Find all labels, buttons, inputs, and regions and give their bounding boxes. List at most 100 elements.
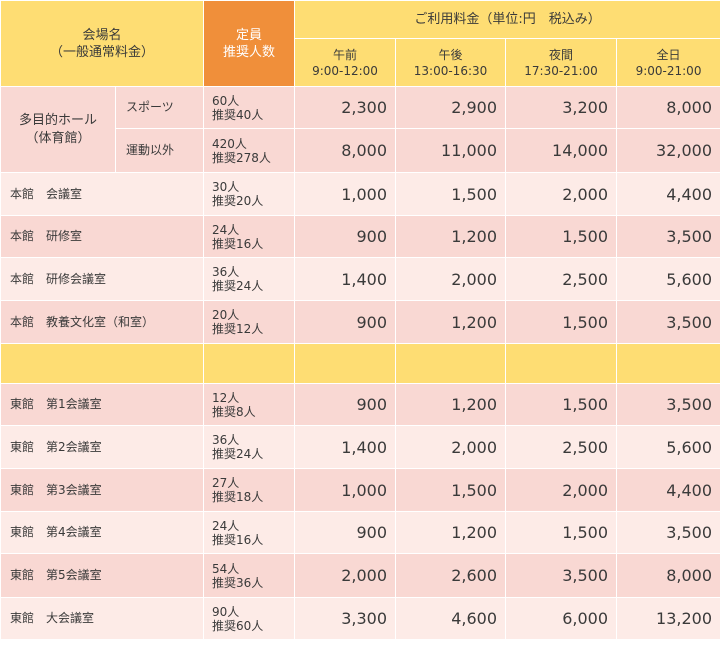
capacity-header-line2: 推奨人数 [223, 44, 276, 60]
room-name: 東館 第4会議室 [0, 511, 205, 554]
price-night: 3,500 [505, 553, 618, 598]
slot-header-allday: 全日 9:00-21:00 [616, 38, 720, 87]
hall-name-line1: 多目的ホール [18, 112, 97, 128]
price-allday: 8,000 [616, 86, 720, 129]
slot-name: 午後 [438, 47, 463, 62]
price-allday: 13,200 [616, 597, 720, 640]
price-night: 2,000 [505, 172, 618, 216]
price-afternoon: 1,500 [395, 172, 507, 216]
table-row: 運動以外 420人 推奨278人 8,000 11,000 14,000 32,… [1, 128, 720, 173]
room-name: 本館 研修室 [0, 215, 205, 258]
capacity: 90人 [212, 604, 240, 619]
price-night: 6,000 [505, 597, 618, 640]
slot-header-night: 夜間 17:30-21:00 [505, 38, 618, 87]
capacity-cell: 90人 推奨60人 [203, 597, 296, 640]
venue-header-line2: （一般通常料金） [50, 44, 155, 60]
room-name: 東館 第3会議室 [0, 468, 205, 512]
capacity-cell: 60人 推奨40人 [203, 86, 296, 129]
divider-cell [203, 343, 296, 384]
price-afternoon: 1,200 [395, 511, 507, 554]
price-night: 1,500 [505, 300, 618, 344]
table-row: 東館 大会議室 90人 推奨60人 3,300 4,600 6,000 13,2… [0, 597, 720, 640]
hall-usage: 運動以外 [114, 128, 205, 173]
price-afternoon: 1,200 [395, 383, 507, 426]
slot-header-morning: 午前 9:00-12:00 [294, 38, 397, 87]
room-name: 本館 研修会議室 [0, 257, 205, 301]
recommended: 推奨36人 [212, 575, 264, 590]
hall-name-line2: （体育館） [25, 130, 91, 146]
price-allday: 3,500 [616, 300, 720, 344]
capacity-cell: 30人 推奨20人 [203, 172, 296, 216]
divider-cell [505, 343, 618, 384]
slot-time: 9:00-12:00 [312, 63, 378, 78]
capacity: 30人 [212, 180, 240, 194]
divider-cell [616, 343, 720, 384]
capacity: 20人 [212, 308, 240, 322]
price-afternoon: 2,600 [395, 553, 507, 598]
price-allday: 3,500 [616, 215, 720, 258]
price-allday: 32,000 [616, 128, 720, 173]
slot-time: 13:00-16:30 [413, 63, 488, 78]
capacity: 24人 [212, 222, 240, 237]
capacity-cell: 20人 推奨12人 [203, 300, 296, 344]
price-allday: 5,600 [616, 425, 720, 469]
slot-time: 9:00-21:00 [635, 63, 702, 78]
capacity: 36人 [212, 265, 240, 279]
table-row: 東館 第5会議室 54人 推奨36人 2,000 2,600 3,500 8,0… [0, 553, 720, 598]
capacity-cell: 12人 推奨8人 [203, 383, 296, 426]
capacity-cell: 27人 推奨18人 [203, 468, 296, 512]
section-divider-row [0, 343, 720, 384]
recommended: 推奨24人 [212, 447, 264, 461]
slot-name: 夜間 [549, 47, 574, 62]
price-night: 1,500 [505, 215, 618, 258]
recommended: 推奨40人 [212, 107, 264, 122]
price-afternoon: 2,900 [395, 86, 507, 129]
capacity-cell: 420人 推奨278人 [203, 128, 296, 173]
table-row: 本館 研修会議室 36人 推奨24人 1,400 2,000 2,500 5,6… [0, 257, 720, 301]
capacity-header-line1: 定員 [236, 27, 263, 43]
room-name: 東館 第5会議室 [0, 553, 205, 598]
price-allday: 5,600 [616, 257, 720, 301]
price-afternoon: 4,600 [395, 597, 507, 640]
capacity: 54人 [212, 561, 240, 576]
price-morning: 1,000 [294, 172, 397, 216]
slot-header-row: 午前 9:00-12:00 午後 13:00-16:30 夜間 17:30-21… [1, 38, 720, 87]
recommended: 推奨8人 [212, 404, 256, 419]
capacity-cell: 54人 推奨36人 [203, 553, 296, 598]
capacity-header: 定員 推奨人数 [203, 0, 296, 87]
recommended: 推奨16人 [212, 236, 264, 251]
price-morning: 900 [294, 215, 397, 258]
recommended: 推奨20人 [212, 194, 264, 208]
table-row: 東館 第3会議室 27人 推奨18人 1,000 1,500 2,000 4,4… [0, 468, 720, 512]
price-morning: 1,000 [294, 468, 397, 512]
capacity-cell: 24人 推奨16人 [203, 215, 296, 258]
price-night: 3,200 [505, 86, 618, 129]
price-afternoon: 2,000 [395, 257, 507, 301]
capacity: 60人 [212, 93, 240, 108]
table-row: 本館 会議室 30人 推奨20人 1,000 1,500 2,000 4,400 [0, 172, 720, 216]
recommended: 推奨24人 [212, 279, 264, 293]
slot-name: 全日 [656, 47, 681, 62]
recommended: 推奨12人 [212, 322, 264, 336]
table-row: 多目的ホール （体育館） スポーツ 60人 推奨40人 2,300 2,900 … [0, 86, 720, 173]
table-row: 東館 第1会議室 12人 推奨8人 900 1,200 1,500 3,500 [0, 383, 720, 426]
price-night: 2,000 [505, 468, 618, 512]
price-night: 1,500 [505, 383, 618, 426]
price-night: 2,500 [505, 257, 618, 301]
price-morning: 1,400 [294, 257, 397, 301]
price-allday: 3,500 [616, 383, 720, 426]
room-name: 本館 教養文化室（和室） [0, 300, 205, 344]
price-morning: 900 [294, 300, 397, 344]
recommended: 推奨18人 [212, 490, 264, 504]
price-morning: 1,400 [294, 425, 397, 469]
slot-time: 17:30-21:00 [524, 63, 598, 78]
price-afternoon: 11,000 [395, 128, 507, 173]
price-morning: 3,300 [294, 597, 397, 640]
table-row: 本館 教養文化室（和室） 20人 推奨12人 900 1,200 1,500 3… [0, 300, 720, 344]
price-morning: 900 [294, 511, 397, 554]
price-allday: 3,500 [616, 511, 720, 554]
venue-header: 会場名 （一般通常料金） [0, 0, 205, 87]
price-night: 1,500 [505, 511, 618, 554]
recommended: 推奨60人 [212, 618, 264, 633]
